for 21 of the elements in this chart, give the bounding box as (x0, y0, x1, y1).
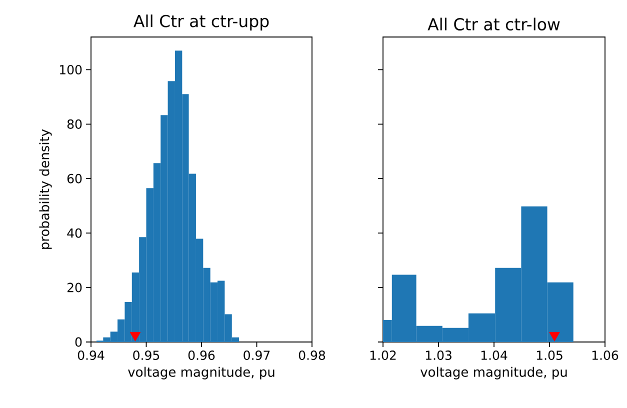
y-tick-label: 20 (67, 282, 82, 292)
y-tick-label: 100 (60, 64, 82, 74)
x-tick-label: 1.06 (592, 350, 618, 360)
chart-title: All Ctr at ctr-low (428, 18, 560, 30)
x-tick-label: 1.04 (481, 350, 508, 360)
x-tick-label: 0.95 (133, 350, 160, 360)
y-axis-title: probability density (39, 129, 52, 249)
x-tick-label: 0.96 (188, 350, 215, 360)
chart-title: All Ctr at ctr-upp (134, 14, 269, 31)
x-axis-title: voltage magnitude, pu (420, 366, 567, 380)
y-tick-label: 80 (67, 119, 82, 129)
y-tick-label: 60 (67, 174, 82, 184)
y-tick-label: 0 (75, 337, 82, 347)
y-tick-label: 40 (67, 228, 82, 238)
x-axis-title: voltage magnitude, pu (128, 366, 274, 380)
x-tick-label: 1.02 (370, 350, 396, 360)
x-tick-label: 0.94 (78, 350, 104, 360)
x-tick-label: 0.98 (298, 350, 326, 360)
x-tick-label: 1.03 (426, 350, 452, 360)
x-tick-label: 0.97 (244, 350, 270, 360)
x-tick-label: 1.05 (536, 350, 562, 360)
